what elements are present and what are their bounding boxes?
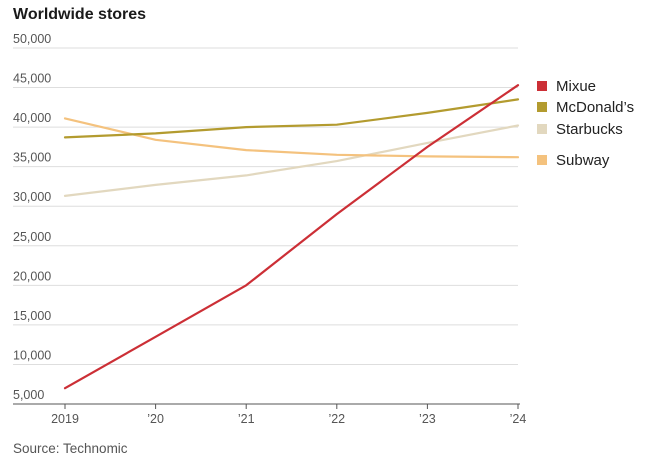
y-tick-label: 10,000 [13, 348, 51, 362]
legend-label: Mixue [556, 78, 596, 95]
y-axis-tick-labels: 5,000 10,000 15,000 20,000 25,000 30,000 35,00… [13, 32, 51, 402]
legend-swatch [537, 124, 547, 134]
legend-swatch [537, 102, 547, 112]
series-line-subway [63, 117, 520, 159]
y-tick-label: 45,000 [13, 72, 51, 86]
x-tick-label: ’20 [147, 412, 164, 426]
x-tick-label: 2019 [51, 412, 79, 426]
series-lines [63, 84, 520, 390]
legend: Mixue McDonald’s Starbucks Subway [537, 78, 634, 169]
y-tick-label: 15,000 [13, 309, 51, 323]
x-tick-label: ’23 [419, 412, 436, 426]
y-tick-label: 20,000 [13, 269, 51, 283]
legend-label: McDonald’s [556, 99, 634, 116]
gridlines [13, 47, 518, 365]
legend-label: Starbucks [556, 121, 623, 138]
y-tick-label: 30,000 [13, 190, 51, 204]
chart-title: Worldwide stores [13, 6, 147, 23]
legend-label: Subway [556, 152, 610, 169]
series-line-mixue [63, 84, 520, 390]
y-tick-label: 25,000 [13, 230, 51, 244]
x-tick-label: ’21 [238, 412, 255, 426]
legend-swatch [537, 155, 547, 165]
x-axis: 2019 ’20 ’21 ’22 ’23 ’24 [13, 403, 527, 426]
legend-swatch [537, 81, 547, 91]
y-tick-label: 50,000 [13, 32, 51, 46]
y-tick-label: 40,000 [13, 111, 51, 125]
series-line-starbucks [63, 124, 520, 197]
x-tick-label: ’22 [328, 412, 345, 426]
x-tick-label: ’24 [510, 412, 527, 426]
y-tick-label: 5,000 [13, 388, 44, 402]
source-note: Source: Technomic [13, 441, 128, 456]
y-tick-label: 35,000 [13, 151, 51, 165]
series-line-mcdonalds [63, 98, 520, 139]
